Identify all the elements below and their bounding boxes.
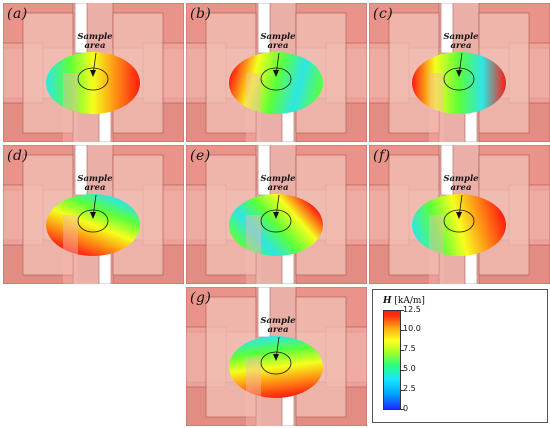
- colorbar-tickmark: [401, 390, 404, 391]
- coil-front-overlay: [429, 215, 444, 284]
- sample-arrow-head: [90, 70, 96, 77]
- colorbar-tick: 5.0: [403, 364, 416, 373]
- panel-b: (b) Sample area: [186, 3, 367, 142]
- colorbar-tick: 0: [403, 404, 409, 413]
- sample-area-circle: [77, 67, 109, 91]
- coil-front-overlay: [246, 357, 261, 426]
- sample-area-circle: [443, 67, 475, 91]
- colorbar-unit: [kA/m]: [394, 296, 425, 306]
- sample-area-circle: [77, 209, 109, 233]
- sample-arrow-head: [456, 212, 462, 219]
- colorbar-tick: 10.0: [403, 324, 421, 333]
- field-plot: [369, 145, 550, 284]
- sample-area-label: Sample area: [77, 174, 113, 193]
- panel-label: (f): [373, 148, 391, 164]
- colorbar-tickmark: [401, 350, 404, 351]
- field-ellipse: [46, 194, 140, 256]
- field-ellipse: [229, 194, 323, 256]
- panel-a: (a) Sample area: [3, 3, 184, 142]
- colorbar-tickmark: [401, 310, 404, 311]
- panel-label: (e): [190, 148, 211, 164]
- colorbar-gradient: [383, 310, 401, 410]
- sample-area-label: Sample area: [260, 174, 296, 193]
- panel-label: (a): [7, 6, 28, 22]
- coil-front-overlay: [429, 73, 444, 142]
- field-plot: [3, 145, 184, 284]
- sample-arrow-head: [90, 212, 96, 219]
- field-ellipse: [412, 52, 506, 114]
- panel-label: (c): [373, 6, 394, 22]
- colorbar-symbol: H: [383, 296, 392, 306]
- field-ellipse: [229, 52, 323, 114]
- sample-area-label: Sample area: [77, 32, 113, 51]
- panel-f: (f) Sample area: [369, 145, 550, 284]
- sample-arrow-head: [273, 212, 279, 219]
- field-plot: [369, 3, 550, 142]
- sample-arrow-head: [273, 70, 279, 77]
- panel-e: (e) Sample area: [186, 145, 367, 284]
- coil-front-overlay: [246, 73, 261, 142]
- colorbar-tickmark: [401, 370, 404, 371]
- coil-front-overlay: [246, 215, 261, 284]
- field-plot: [3, 3, 184, 142]
- sample-area-circle: [260, 67, 292, 91]
- sample-arrow-head: [273, 354, 279, 361]
- panel-label: (g): [190, 290, 212, 306]
- colorbar-tick: 7.5: [403, 344, 416, 353]
- panel-g: (g) Sample area: [186, 287, 367, 426]
- sample-arrow-head: [456, 70, 462, 77]
- colorbar-tick: 2.5: [403, 384, 416, 393]
- colorbar-tickmark: [401, 330, 404, 331]
- sample-area-label: Sample area: [443, 174, 479, 193]
- coil-front-overlay: [63, 215, 78, 284]
- sample-area-label: Sample area: [443, 32, 479, 51]
- colorbar-title: H [kA/m]: [383, 296, 425, 306]
- sample-area-circle: [260, 351, 292, 375]
- sample-area-circle: [443, 209, 475, 233]
- field-ellipse: [412, 194, 506, 256]
- sample-area-label: Sample area: [260, 32, 296, 51]
- sample-area-circle: [260, 209, 292, 233]
- field-plot: [186, 287, 367, 426]
- field-plot: [186, 3, 367, 142]
- panel-c: (c) Sample area: [369, 3, 550, 142]
- field-ellipse: [229, 336, 323, 398]
- field-plot: [186, 145, 367, 284]
- sample-area-label: Sample area: [260, 316, 296, 335]
- colorbar-tickmark: [401, 409, 404, 410]
- coil-front-overlay: [63, 73, 78, 142]
- colorbar-tick: 12.5: [403, 305, 421, 314]
- colorbar-legend: H [kA/m] 12.5 10.0 7.5 5.0 2.5 0: [372, 289, 548, 423]
- field-ellipse: [46, 52, 140, 114]
- panel-label: (b): [190, 6, 212, 22]
- panel-d: (d) Sample area: [3, 145, 184, 284]
- panel-label: (d): [7, 148, 29, 164]
